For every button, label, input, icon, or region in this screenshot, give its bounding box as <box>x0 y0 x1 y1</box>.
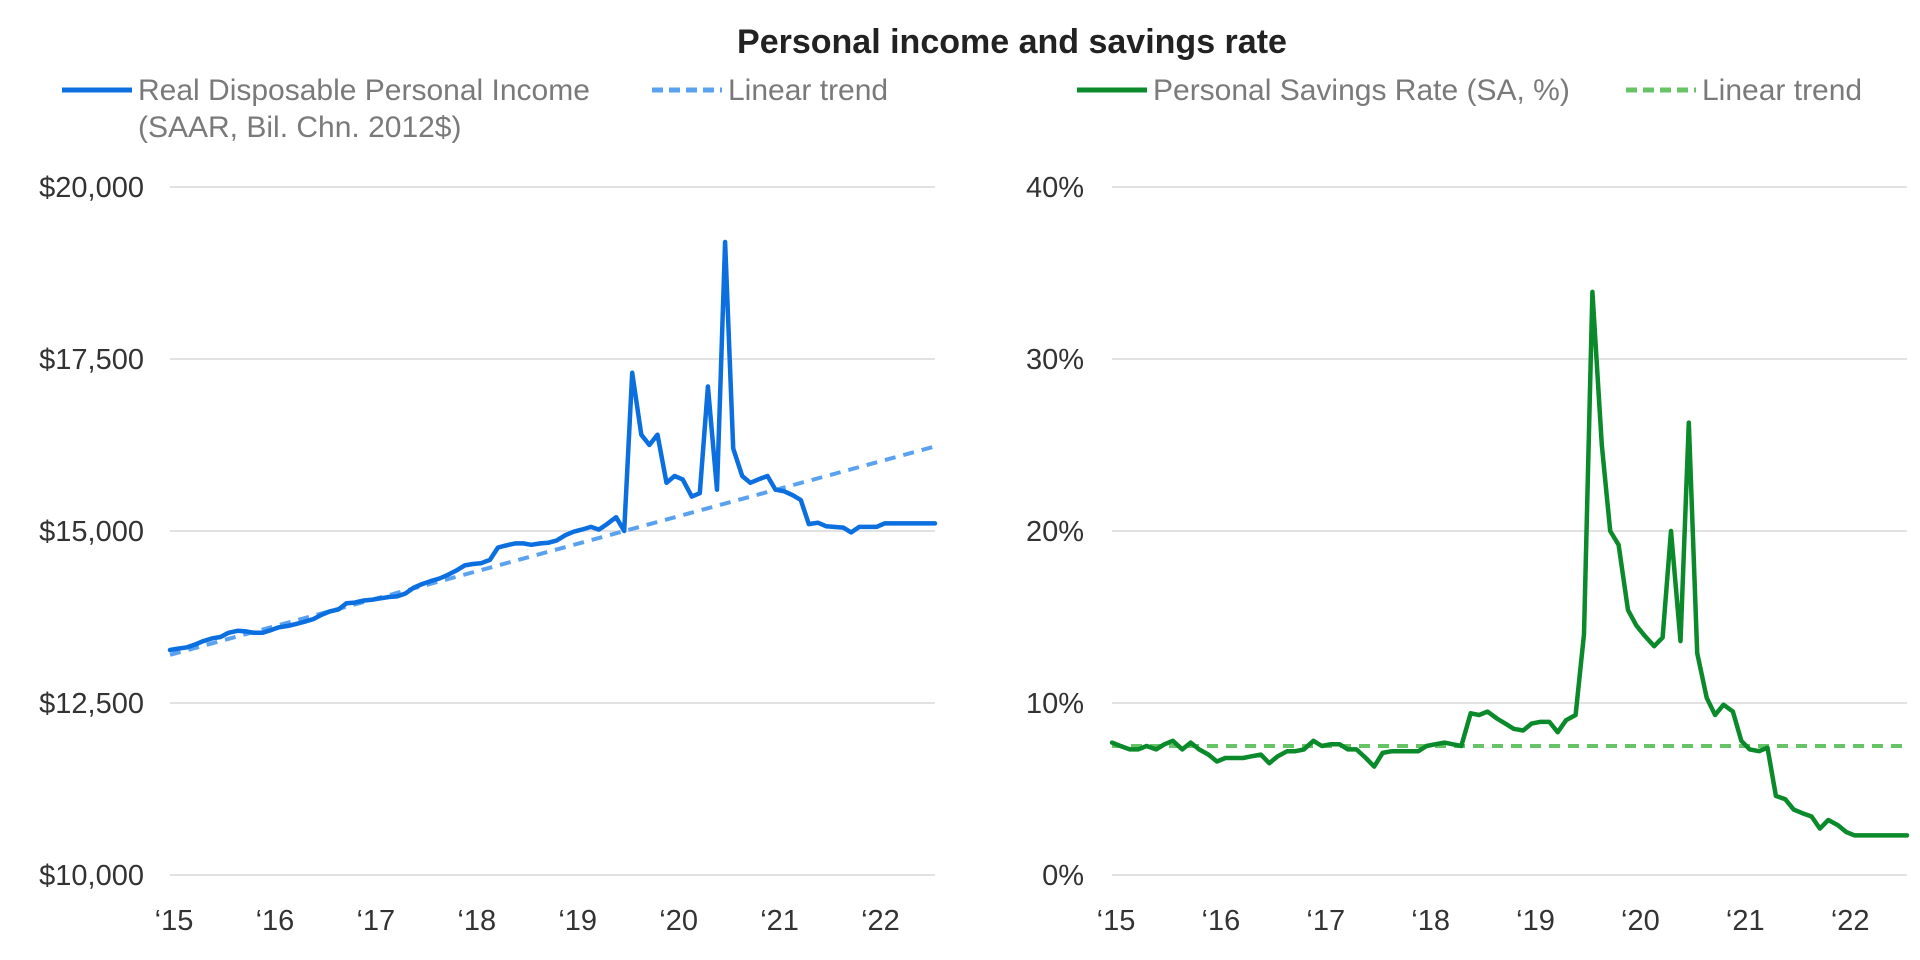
income-trend-line <box>169 444 936 657</box>
savings-legend-label: Personal Savings Rate (SA, %) <box>1153 74 1570 107</box>
savings-x-tick-label: ‘18 <box>1411 905 1450 937</box>
income-series-line <box>167 239 938 653</box>
savings-x-tick-label: ‘21 <box>1726 905 1765 937</box>
savings-x-tick-label: ‘16 <box>1202 905 1241 937</box>
income-x-tick-label: ‘16 <box>256 905 295 937</box>
income-x-tick-label: ‘18 <box>457 905 496 937</box>
savings-x-tick-label: ‘15 <box>1097 905 1136 937</box>
income-x-tick-label: ‘21 <box>760 905 799 937</box>
income-y-tick-label: $20,000 <box>39 172 144 204</box>
income-legend-label: Linear trend <box>728 74 888 107</box>
income-x-tick-label: ‘15 <box>155 905 194 937</box>
income-x-tick-label: ‘20 <box>659 905 698 937</box>
savings-x-tick-label: ‘19 <box>1516 905 1555 937</box>
savings-x-tick-label: ‘22 <box>1831 905 1870 937</box>
savings-y-tick-label: 10% <box>1026 688 1084 720</box>
income-y-tick-label: $15,000 <box>39 516 144 548</box>
savings-x-tick-label: ‘17 <box>1306 905 1345 937</box>
savings-legend-label: Linear trend <box>1702 74 1862 107</box>
income-panel: $10,000 $12,500 $15,000 $17,500 $20,000 ‘15 ‘1… <box>39 74 938 937</box>
income-x-tick-label: ‘19 <box>558 905 597 937</box>
savings-y-tick-label: 0% <box>1042 860 1084 892</box>
savings-y-tick-label: 30% <box>1026 344 1084 376</box>
savings-x-tick-label: ‘20 <box>1621 905 1660 937</box>
savings-y-tick-label: 40% <box>1026 172 1084 204</box>
income-legend-label: (SAAR, Bil. Chn. 2012$) <box>138 111 461 144</box>
income-y-tick-label: $10,000 <box>39 860 144 892</box>
income-y-tick-label: $12,500 <box>39 688 144 720</box>
income-x-tick-label: ‘17 <box>356 905 395 937</box>
savings-panel: 0% 10% 20% 30% 40% ‘15 ‘16 ‘17 ‘18 ‘19 ‘20 ‘21 ‘22 Pe… <box>1026 74 1910 937</box>
savings-series-line <box>1109 289 1910 838</box>
savings-y-tick-label: 20% <box>1026 516 1084 548</box>
income-x-tick-label: ‘22 <box>861 905 900 937</box>
chart-title: Personal income and savings rate <box>737 23 1287 61</box>
income-y-tick-label: $17,500 <box>39 344 144 376</box>
income-legend-label: Real Disposable Personal Income <box>138 74 590 107</box>
